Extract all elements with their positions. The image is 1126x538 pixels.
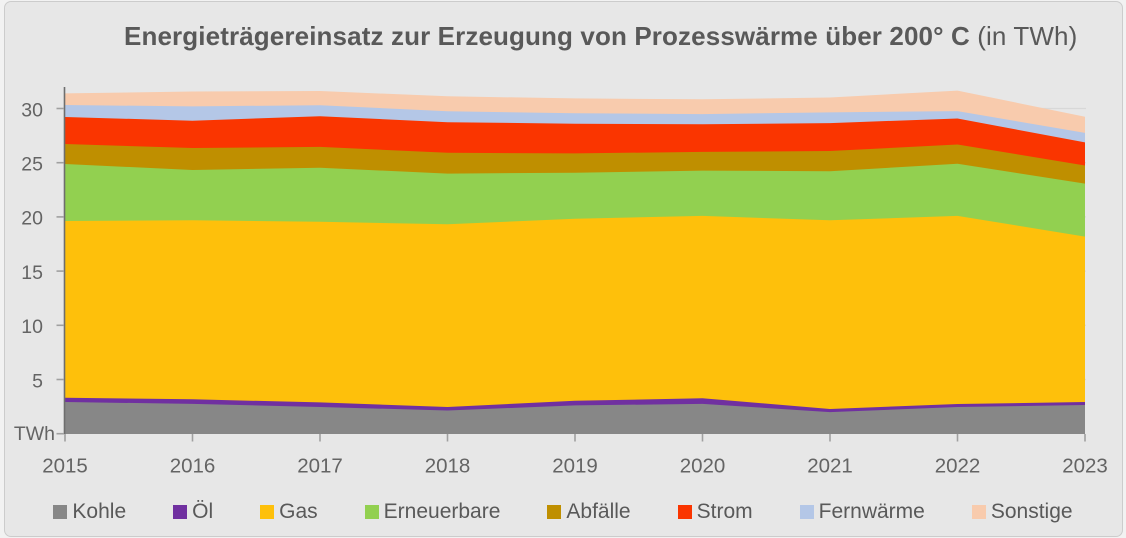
svg-text:2015: 2015 — [42, 455, 88, 478]
svg-text:5: 5 — [32, 370, 43, 392]
svg-text:2016: 2016 — [170, 455, 216, 478]
svg-text:20: 20 — [21, 208, 43, 230]
svg-text:15: 15 — [21, 262, 43, 284]
svg-text:10: 10 — [21, 316, 43, 338]
svg-text:2020: 2020 — [680, 455, 726, 478]
svg-text:2018: 2018 — [425, 455, 471, 478]
svg-text:TWh: TWh — [14, 423, 55, 445]
svg-text:30: 30 — [21, 99, 43, 121]
svg-text:25: 25 — [21, 154, 43, 176]
svg-text:2021: 2021 — [807, 455, 853, 478]
svg-text:2019: 2019 — [552, 455, 598, 478]
svg-text:2022: 2022 — [935, 455, 981, 478]
svg-text:2023: 2023 — [1062, 455, 1108, 478]
svg-text:2017: 2017 — [297, 455, 343, 478]
